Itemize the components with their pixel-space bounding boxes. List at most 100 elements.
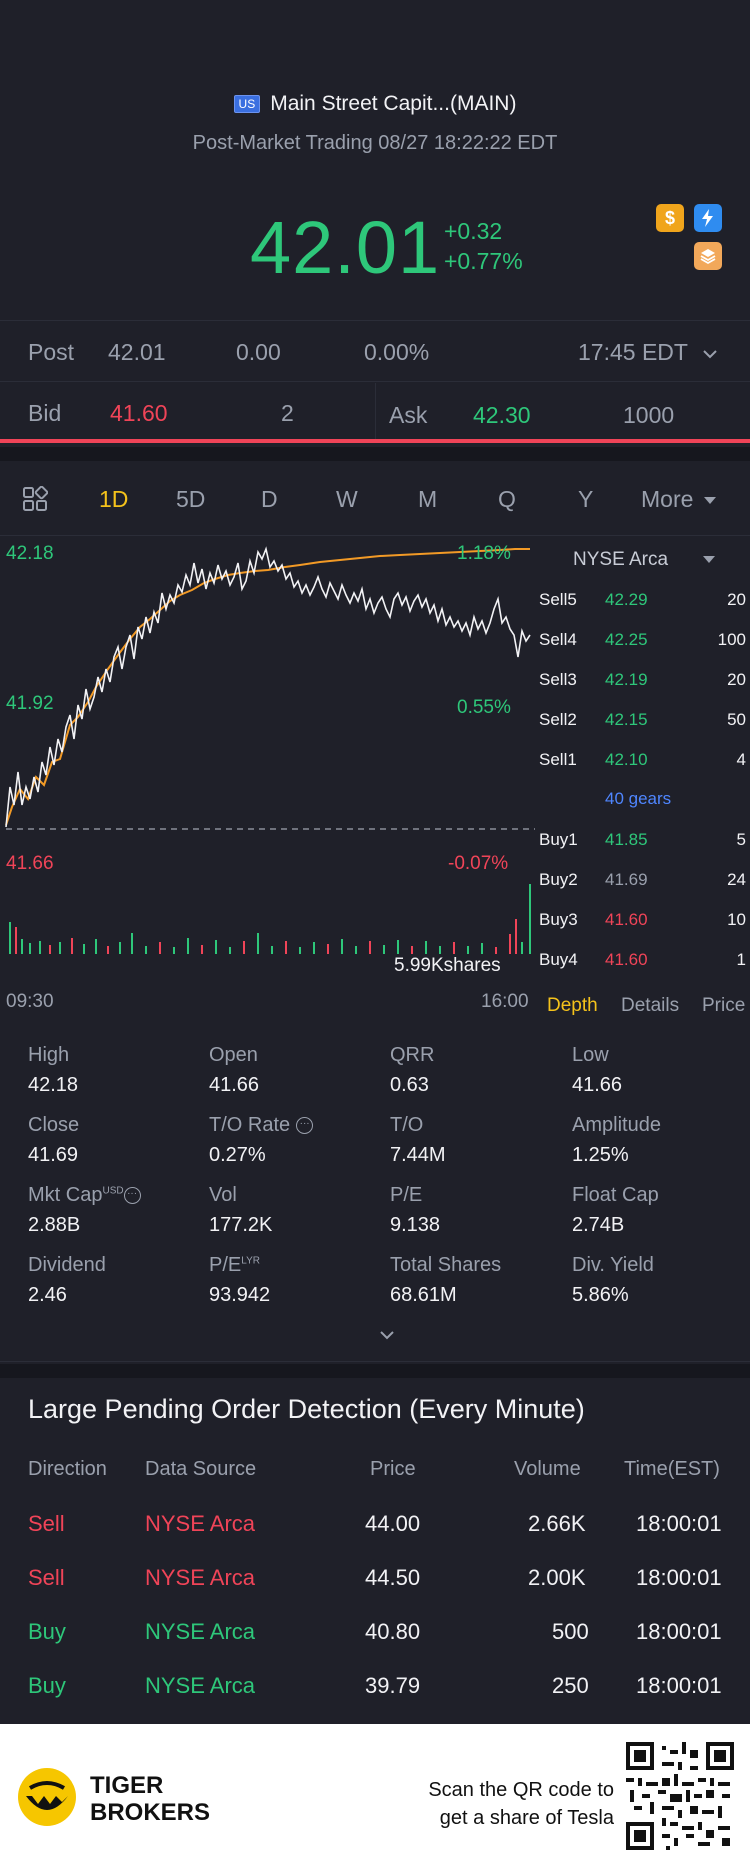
level-price: 42.15 — [605, 710, 648, 729]
gears-link[interactable]: 40 gears — [605, 789, 672, 808]
section-divider — [0, 1364, 750, 1378]
tab-more[interactable]: More — [641, 486, 716, 513]
level-price: 42.25 — [605, 630, 648, 649]
trading-session-status: Post-Market Trading 08/27 18:22:22 EDT — [192, 132, 558, 154]
order-price: 39.79 — [365, 1673, 421, 1698]
exchange-selector[interactable]: NYSE Arca — [573, 549, 716, 571]
sell-level-4: Sell4 42.25 100 — [535, 630, 750, 660]
ask-size: 1000 — [623, 402, 675, 428]
tab-q[interactable]: Q — [498, 486, 516, 512]
pct-axis-low: -0.07% — [448, 853, 509, 874]
pct-axis-mid: 0.55% — [457, 697, 511, 718]
lightning-icon[interactable] — [694, 204, 722, 232]
last-price: 42.01 — [250, 206, 441, 289]
buy-level-1: Buy1 41.85 5 — [535, 830, 750, 860]
order-time: 18:00:01 — [636, 1511, 722, 1536]
post-time-selector[interactable]: 17:45 EDT — [578, 339, 718, 366]
stat-value: 2.74B — [572, 1214, 625, 1236]
stat-value: 0.63 — [390, 1074, 429, 1096]
sell-level-2: Sell2 42.15 50 — [535, 710, 750, 740]
expand-chevron-icon[interactable] — [378, 1326, 396, 1344]
quote-header: US Main Street Capit...(MAIN) Post-Marke… — [0, 0, 750, 318]
qr-code-icon[interactable] — [626, 1742, 734, 1850]
table-row[interactable]: Buy NYSE Arca 39.79 250 18:00:01 — [0, 1673, 750, 1727]
stats-grid: High 42.18 Open 41.66 QRR 0.63 Low 41.66 Clo… — [0, 1030, 750, 1362]
tab-y[interactable]: Y — [578, 486, 594, 512]
stat-open: Open 41.66 — [209, 1044, 379, 1097]
tab-details[interactable]: Details — [621, 995, 680, 1016]
tab-w[interactable]: W — [336, 486, 358, 512]
level-label: Sell5 — [539, 590, 577, 609]
section-divider — [0, 447, 750, 461]
intraday-chart[interactable]: 42.18 41.92 41.66 1.18% 0.55% -0.07% 5.9… — [0, 537, 535, 1027]
stack-icon[interactable] — [694, 242, 722, 270]
level-volume: 10 — [727, 910, 746, 929]
stat-low: Low 41.66 — [572, 1044, 742, 1097]
tiger-brokers-logo-icon — [18, 1768, 76, 1826]
buy-level-4: Buy4 41.60 1 — [535, 950, 750, 980]
order-direction: Sell — [28, 1511, 65, 1536]
stat-dividend: Dividend 2.46 — [28, 1254, 198, 1307]
level-volume: 5 — [736, 830, 746, 849]
tab-depth[interactable]: Depth — [547, 995, 598, 1016]
info-icon[interactable]: ··· — [123, 1187, 141, 1205]
stat-key: T/O — [390, 1114, 424, 1136]
stat-value: 93.942 — [209, 1284, 271, 1306]
pct-axis-high: 1.18% — [457, 543, 511, 564]
brand-line: TIGER — [90, 1772, 164, 1799]
order-source: NYSE Arca — [145, 1673, 256, 1698]
level-label: Buy2 — [539, 870, 578, 889]
order-time: 18:00:01 — [636, 1565, 722, 1590]
stat-value: 5.86% — [572, 1284, 629, 1306]
tab-1d[interactable]: 1D — [99, 486, 129, 512]
sell-level-1: Sell1 42.10 4 — [535, 750, 750, 780]
stat-key: Dividend — [28, 1254, 106, 1276]
stat-value: 2.88B — [28, 1214, 81, 1236]
level-label: Buy1 — [539, 830, 578, 849]
order-volume: 2.00K — [528, 1565, 586, 1590]
stat-key: Close — [28, 1114, 80, 1136]
level-price: 42.19 — [605, 670, 648, 689]
info-icon[interactable]: ··· — [296, 1117, 314, 1135]
stat-key: P/E — [209, 1254, 242, 1276]
level-price: 42.10 — [605, 750, 648, 769]
title-row[interactable]: US Main Street Capit...(MAIN) — [0, 92, 750, 116]
tab-m[interactable]: M — [418, 486, 438, 512]
grid-layout-icon[interactable] — [22, 486, 48, 512]
stat-div-yield: Div. Yield 5.86% — [572, 1254, 742, 1307]
bid-label: Bid — [28, 400, 62, 426]
level-label: Sell4 — [539, 630, 577, 649]
tab-d[interactable]: D — [261, 486, 278, 512]
bid-size: 2 — [281, 400, 294, 426]
table-row[interactable]: Sell NYSE Arca 44.50 2.00K 18:00:01 — [0, 1565, 750, 1619]
order-source: NYSE Arca — [145, 1565, 256, 1590]
stat-key: Mkt Cap — [28, 1184, 103, 1206]
stat-key: Vol — [209, 1184, 237, 1206]
stat-high: High 42.18 — [28, 1044, 198, 1097]
tab-5d[interactable]: 5D — [176, 486, 206, 512]
y-axis-high: 42.18 — [6, 543, 54, 564]
stat-to-rate: T/O Rate ··· 0.27% — [209, 1114, 379, 1167]
currency-superscript: USD — [102, 1185, 124, 1197]
y-axis-low: 41.66 — [6, 853, 54, 874]
brand-name: TIGER BROKERS — [90, 1772, 210, 1826]
price-change: +0.32 +0.77% — [444, 216, 523, 276]
us-market-flag-icon: US — [233, 95, 261, 113]
stat-key: Low — [572, 1044, 609, 1066]
stat-vol: Vol 177.2K — [209, 1184, 379, 1237]
table-row[interactable]: Buy NYSE Arca 40.80 500 18:00:01 — [0, 1619, 750, 1673]
order-volume: 2.66K — [528, 1511, 586, 1536]
stat-key-wrap: P/ELYR — [209, 1254, 379, 1277]
tab-price[interactable]: Price — [702, 995, 746, 1016]
table-row[interactable]: Sell NYSE Arca 44.00 2.66K 18:00:01 — [0, 1511, 750, 1565]
sell-level-5: Sell5 42.29 20 — [535, 590, 750, 620]
order-time: 18:00:01 — [636, 1619, 722, 1644]
stat-to: T/O 7.44M — [390, 1114, 560, 1167]
scan-instructions: Scan the QR code to get a share of Tesla — [428, 1776, 614, 1832]
stat-pe: P/E 9.138 — [390, 1184, 560, 1237]
section-title: Large Pending Order Detection (Every Min… — [28, 1394, 585, 1424]
caret-down-icon — [703, 555, 716, 563]
bid-ask-row: Bid 41.60 2 Ask 42.30 1000 — [0, 383, 750, 443]
stat-qrr: QRR 0.63 — [390, 1044, 560, 1097]
dollar-icon[interactable]: $ — [656, 204, 684, 232]
